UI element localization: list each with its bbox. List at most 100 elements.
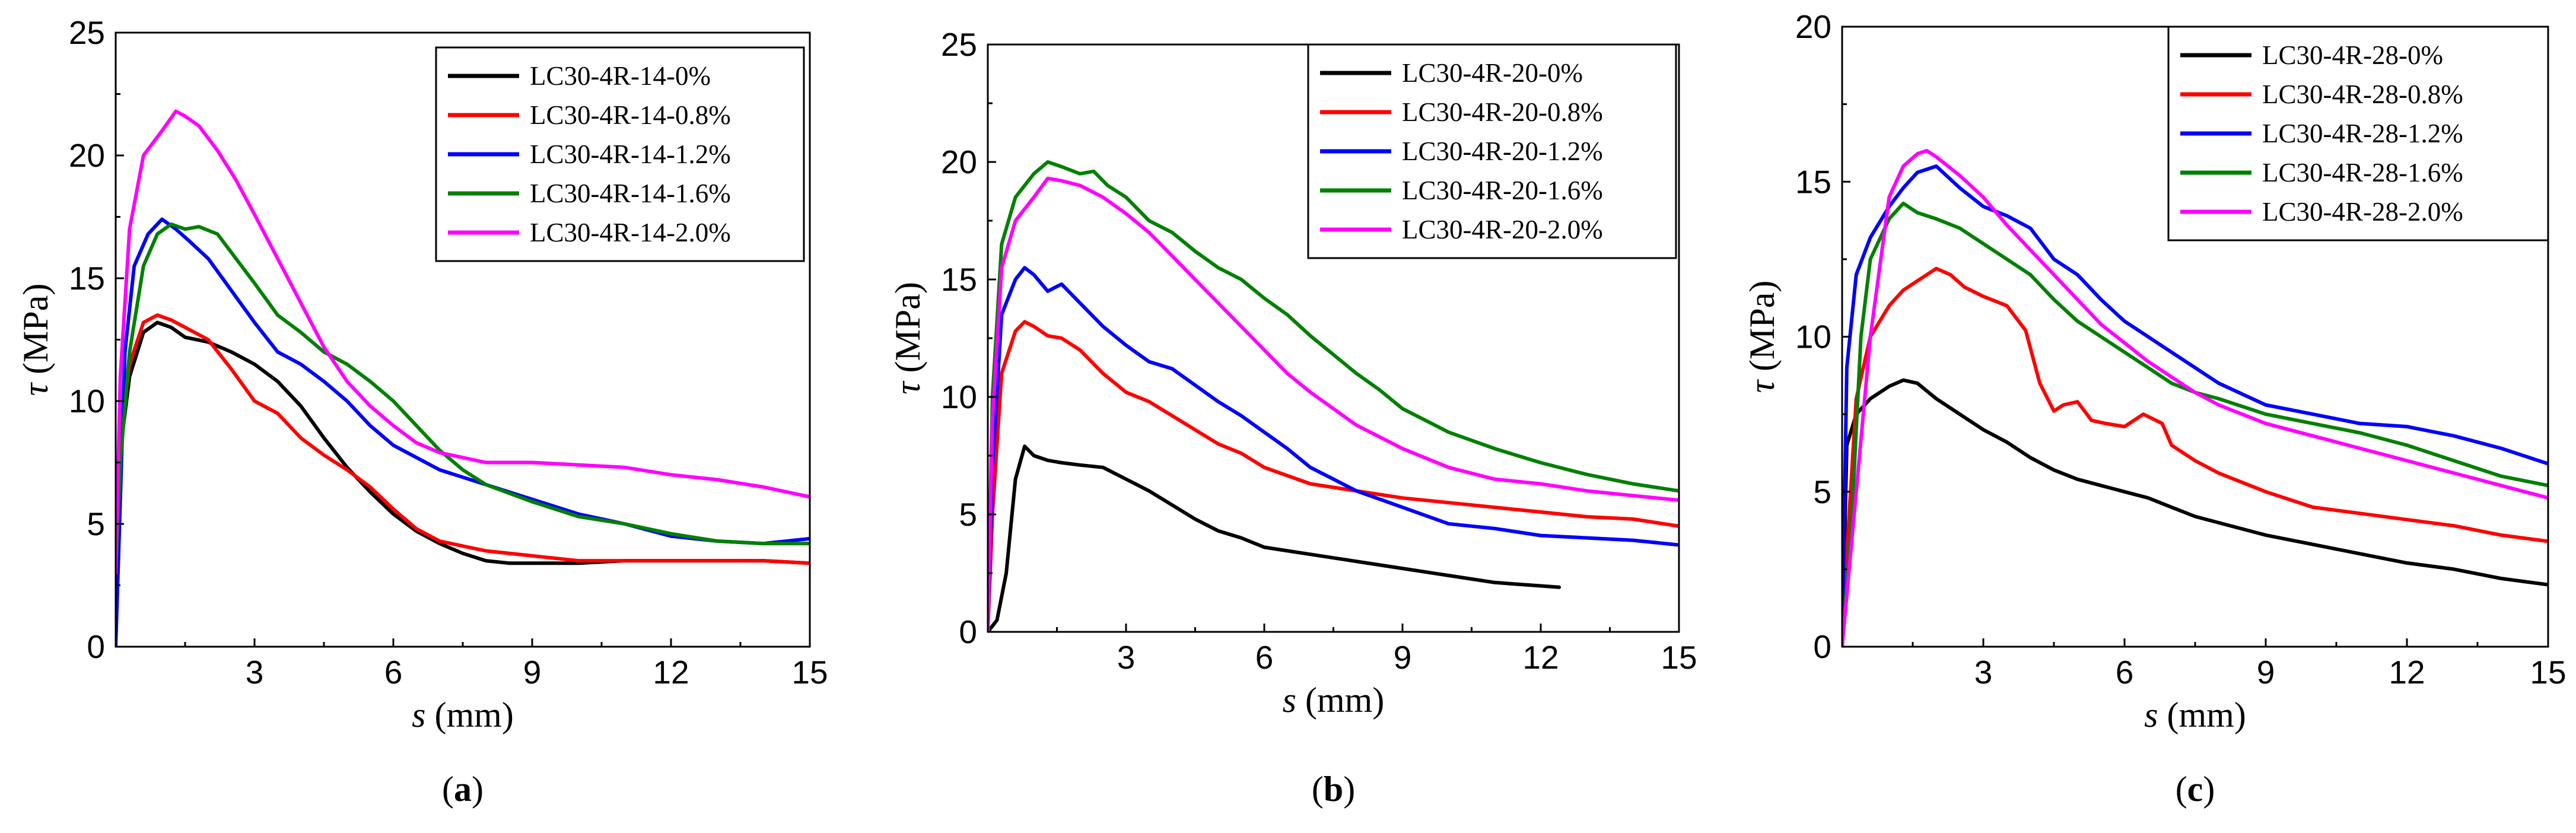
legend-item: LC30-4R-28-1.2% (2180, 119, 2463, 148)
y-tick-label: 25 (941, 26, 977, 63)
legend-item: LC30-4R-20-0% (1320, 58, 1583, 88)
legend-item: LC30-4R-14-2.0% (448, 218, 731, 247)
chart-panel-a: 0 5 10 15 20 25 3 6 9 12 15 s (mm) τ (MPa) LC30-4R-14… (16, 14, 828, 809)
x-axis-unit: (mm) (426, 695, 514, 735)
legend-item: LC30-4R-14-1.6% (448, 179, 731, 208)
x-tick-label: 9 (523, 654, 542, 691)
x-axis-unit: (mm) (2158, 695, 2246, 735)
series-line-3 (988, 266, 1679, 632)
series-line-4 (988, 160, 1679, 632)
series-line-5 (1842, 149, 2548, 647)
y-tick-label: 20 (69, 137, 105, 174)
x-tick-label: 6 (1255, 639, 1274, 676)
y-tick-label: 15 (941, 261, 977, 298)
y-tick-label: 10 (941, 379, 977, 415)
y-tick-label: 5 (959, 496, 977, 533)
y-axis-unit: (MPa) (888, 282, 927, 381)
legend-item: LC30-4R-28-0% (2180, 40, 2443, 70)
legend-label: LC30-4R-20-0% (1402, 58, 1583, 88)
x-tick-label: 15 (2530, 654, 2566, 691)
legend-label: LC30-4R-20-1.6% (1402, 176, 1603, 205)
panel-paren-close: ) (472, 770, 484, 809)
x-tick-label: 6 (384, 654, 403, 691)
x-tick-label: 9 (1394, 639, 1412, 676)
panel-paren-close: ) (2203, 770, 2215, 809)
x-tick-label: 3 (1974, 654, 1993, 691)
x-axis-symbol: s (1283, 681, 1296, 720)
chart-panel-c: 0 5 10 15 20 3 6 9 12 15 s (mm) τ (MPa) LC30-4R-28-0… (1742, 8, 2567, 809)
legend-label: LC30-4R-28-0.8% (2262, 80, 2463, 109)
legend-label: LC30-4R-28-0% (2262, 40, 2443, 70)
series-line-4 (1842, 201, 2548, 647)
legend-box (435, 46, 805, 262)
series-line-2 (988, 320, 1679, 632)
y-tick-label: 0 (87, 628, 105, 665)
series-line-1 (1842, 378, 2548, 647)
legend-label: LC30-4R-14-0% (530, 61, 711, 91)
legend-label: LC30-4R-20-0.8% (1402, 97, 1603, 127)
y-tick-label: 15 (1795, 163, 1831, 200)
series-group (1842, 149, 2548, 647)
legend-label: LC30-4R-14-0.8% (530, 100, 731, 130)
legend-label: LC30-4R-28-1.2% (2262, 119, 2463, 148)
legend-label: LC30-4R-20-2.0% (1402, 215, 1603, 244)
series-line-2 (1842, 266, 2548, 647)
legend-item: LC30-4R-20-1.6% (1320, 176, 1603, 205)
x-tick-label: 6 (2116, 654, 2134, 691)
legend-item: LC30-4R-14-0.8% (448, 100, 731, 130)
legend-label: LC30-4R-14-1.6% (530, 179, 731, 208)
x-tick-label: 15 (791, 654, 828, 691)
y-tick-label: 0 (959, 613, 977, 650)
panel-label: (b) (1312, 770, 1355, 809)
x-tick-label: 12 (653, 654, 689, 691)
series-group (116, 109, 810, 647)
x-axis-unit: (mm) (1296, 681, 1384, 720)
y-axis-symbol: τ (888, 380, 927, 395)
legend-item: LC30-4R-28-1.6% (2180, 158, 2463, 187)
panel-letter: a (454, 770, 472, 809)
x-tick-label: 3 (1117, 639, 1136, 676)
legend-item: LC30-4R-14-0% (448, 61, 711, 91)
legend-label: LC30-4R-28-1.6% (2262, 158, 2463, 187)
series-line-4 (116, 222, 810, 575)
panel-paren-open: ( (1312, 770, 1324, 809)
y-axis-unit: (MPa) (16, 284, 55, 383)
x-axis-title: s (mm) (1283, 681, 1385, 720)
series-line-1 (116, 320, 810, 565)
y-axis-title: τ (MPa) (888, 282, 927, 395)
x-tick-label: 3 (246, 654, 264, 691)
series-line-5 (988, 176, 1679, 632)
x-axis-symbol: s (412, 695, 425, 735)
legend-label: LC30-4R-20-1.2% (1402, 136, 1603, 166)
legend-item: LC30-4R-20-0.8% (1320, 97, 1603, 127)
x-axis-title: s (mm) (2144, 695, 2246, 735)
series-line-1 (988, 444, 1561, 632)
y-tick-label: 10 (69, 383, 105, 419)
chart-panel-b: 0 5 10 15 20 25 3 6 9 12 15 s (mm) τ (MPa) LC30-4R-20… (888, 26, 1697, 809)
panel-label: (c) (2176, 770, 2215, 809)
y-tick-label: 15 (69, 260, 105, 297)
legend: LC30-4R-20-0% LC30-4R-20-0.8% LC30-4R-20-1… (1307, 43, 1677, 259)
series-line-5 (116, 109, 810, 575)
panel-letter: b (1324, 770, 1343, 809)
y-tick-label: 5 (87, 505, 105, 542)
legend-label: LC30-4R-14-2.0% (530, 218, 731, 247)
y-axis-symbol: τ (16, 381, 55, 396)
legend: LC30-4R-14-0% LC30-4R-14-0.8% LC30-4R-14-1… (435, 46, 805, 262)
panel-paren-open: ( (442, 770, 454, 809)
legend-item: LC30-4R-28-0.8% (2180, 80, 2463, 109)
legend-item: LC30-4R-28-2.0% (2180, 197, 2463, 227)
legend-item: LC30-4R-20-2.0% (1320, 215, 1603, 244)
legend-label: LC30-4R-28-2.0% (2262, 197, 2463, 227)
y-axis-symbol: τ (1742, 379, 1782, 393)
panel-letter: c (2187, 770, 2203, 809)
legend-item: LC30-4R-14-1.2% (448, 139, 731, 169)
y-tick-label: 5 (1813, 473, 1831, 510)
x-axis-title: s (mm) (412, 695, 514, 735)
series-group (988, 160, 1679, 632)
y-tick-label: 20 (1795, 8, 1831, 45)
panel-label: (a) (442, 770, 484, 809)
x-tick-label: 9 (2257, 654, 2275, 691)
legend-label: LC30-4R-14-1.2% (530, 139, 731, 169)
legend: LC30-4R-28-0% LC30-4R-28-0.8% LC30-4R-28-1… (2167, 26, 2549, 241)
